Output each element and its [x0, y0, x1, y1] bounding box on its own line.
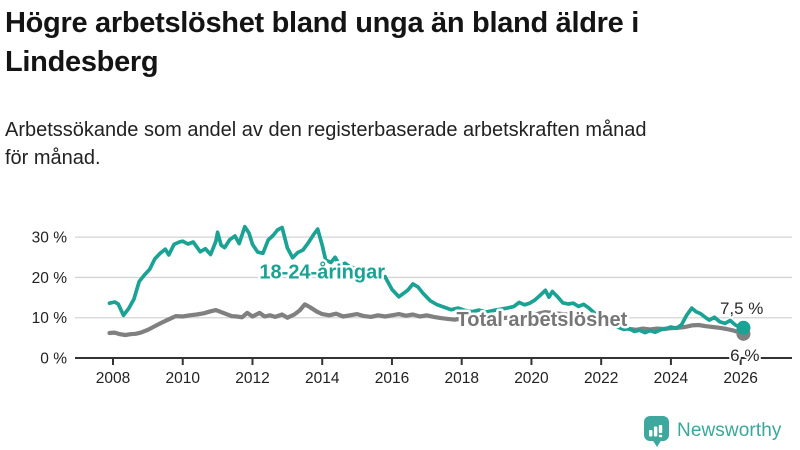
x-tick-label: 2018 — [444, 370, 478, 387]
x-tick-label: 2022 — [584, 370, 618, 387]
newsworthy-logo[interactable]: Newsworthy — [643, 414, 781, 448]
x-tick-label: 2008 — [96, 370, 130, 387]
x-tick-label: 2024 — [654, 370, 689, 387]
newsworthy-wordmark: Newsworthy — [677, 420, 782, 441]
chart-canvas: 2008 2010 2012 2014 2016 2018 2020 2022 2024 2026… — [32, 224, 792, 387]
y-tick-label: 0 % — [40, 351, 67, 368]
series-end-value-label: 7,5 % — [720, 299, 763, 318]
x-tick-label: 2020 — [514, 370, 549, 387]
series-end-dot — [736, 320, 751, 335]
series-line — [107, 224, 746, 335]
series-end-value-label: 6 % — [730, 346, 759, 365]
x-tick-label: 2010 — [165, 370, 200, 387]
x-tick-label: 2014 — [305, 370, 340, 387]
page-title: Högre arbetslöshet bland unga än bland ä… — [5, 7, 639, 78]
y-tick-label: 30 % — [32, 230, 68, 247]
x-tick-label: 2026 — [723, 370, 757, 387]
series-label: Total arbetslöshet — [457, 309, 628, 331]
y-tick-label: 10 % — [32, 310, 68, 327]
chart-subtitle: Arbetssökande som andel av den registerb… — [5, 119, 647, 169]
x-tick-label: 2012 — [235, 370, 269, 387]
unemployment-line-chart: 2008 2010 2012 2014 2016 2018 2020 2022 2024 2026… — [0, 200, 800, 400]
newsworthy-logo-icon — [644, 415, 669, 447]
x-tick-label: 2016 — [375, 370, 409, 387]
y-tick-label: 20 % — [32, 270, 68, 287]
series-label: 18-24-åringar — [259, 261, 385, 284]
